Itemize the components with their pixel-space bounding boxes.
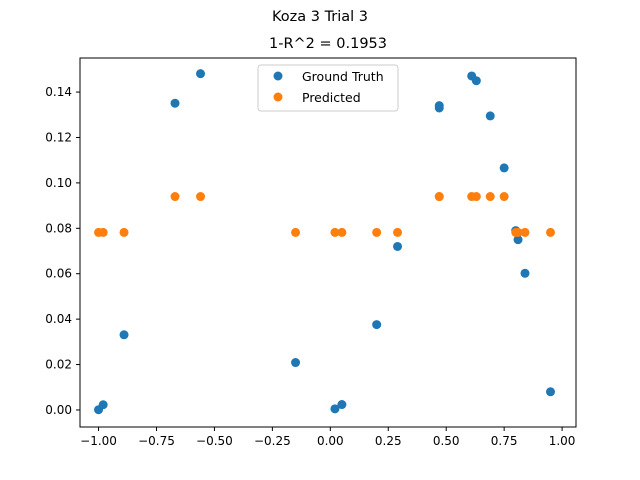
legend-marker-predicted bbox=[273, 92, 283, 102]
predicted-point bbox=[393, 227, 403, 237]
ground-truth-point bbox=[485, 111, 495, 121]
y-tick-label: 0.12 bbox=[45, 130, 72, 144]
x-tick-label: −0.75 bbox=[138, 434, 175, 448]
predicted-point bbox=[520, 227, 530, 237]
y-tick-label: 0.10 bbox=[45, 176, 72, 190]
x-tick-label: 0.50 bbox=[433, 434, 460, 448]
x-tick-label: 0.25 bbox=[375, 434, 402, 448]
ground-truth-point bbox=[98, 400, 108, 410]
predicted-point bbox=[119, 227, 129, 237]
predicted-point bbox=[330, 227, 340, 237]
ground-truth-point bbox=[196, 69, 206, 79]
predicted-point bbox=[98, 227, 108, 237]
ground-truth-point bbox=[330, 404, 340, 414]
y-tick-label: 0.02 bbox=[45, 358, 72, 372]
legend: Ground Truth Predicted bbox=[257, 64, 399, 112]
predicted-point bbox=[196, 192, 206, 202]
ground-truth-point bbox=[372, 320, 382, 330]
y-axis: 0.00 0.02 0.04 0.06 0.08 0.10 0.12 0.14 bbox=[45, 85, 80, 417]
predicted-point bbox=[372, 227, 382, 237]
ground-truth-point bbox=[520, 268, 530, 278]
axes-title: 1-R^2 = 0.1953 bbox=[269, 36, 387, 52]
axes-frame bbox=[79, 57, 577, 428]
x-tick-label: −0.25 bbox=[254, 434, 291, 448]
ground-truth-point bbox=[434, 101, 444, 111]
legend-label-predicted: Predicted bbox=[302, 90, 361, 105]
ground-truth-point bbox=[513, 235, 523, 245]
ground-truth-point bbox=[291, 358, 301, 368]
y-tick-label: 0.00 bbox=[45, 403, 72, 417]
legend-label-ground-truth: Ground Truth bbox=[302, 69, 384, 84]
y-tick-label: 0.04 bbox=[45, 312, 72, 326]
predicted-point bbox=[291, 227, 301, 237]
predicted-point bbox=[434, 192, 444, 202]
predicted-point bbox=[485, 192, 495, 202]
x-axis: −1.00 −0.75 −0.50 −0.25 0.00 0.25 0.50 0.75 1.00 bbox=[80, 427, 575, 448]
ground-truth-point bbox=[393, 241, 403, 251]
ground-truth-point bbox=[499, 163, 509, 173]
predicted-point bbox=[471, 192, 481, 202]
x-tick-label: −1.00 bbox=[80, 434, 117, 448]
x-tick-label: −0.50 bbox=[196, 434, 233, 448]
x-tick-label: 0.75 bbox=[491, 434, 518, 448]
ground-truth-point bbox=[337, 400, 347, 410]
plot-points bbox=[94, 69, 556, 415]
y-tick-label: 0.08 bbox=[45, 221, 72, 235]
y-tick-label: 0.14 bbox=[45, 85, 72, 99]
predicted-point bbox=[499, 192, 509, 202]
legend-marker-ground-truth bbox=[273, 71, 283, 81]
ground-truth-point bbox=[471, 76, 481, 86]
ground-truth-point bbox=[546, 387, 556, 397]
figure-suptitle: Koza 3 Trial 3 bbox=[272, 9, 368, 25]
predicted-point bbox=[170, 192, 180, 202]
ground-truth-point bbox=[170, 98, 180, 108]
x-tick-label: 0.00 bbox=[317, 434, 344, 448]
predicted-point bbox=[337, 227, 347, 237]
legend-box bbox=[257, 64, 399, 112]
predicted-point bbox=[513, 227, 523, 237]
predicted-point bbox=[546, 227, 556, 237]
ground-truth-point bbox=[119, 330, 129, 340]
x-tick-label: 1.00 bbox=[549, 434, 576, 448]
y-tick-label: 0.06 bbox=[45, 267, 72, 281]
